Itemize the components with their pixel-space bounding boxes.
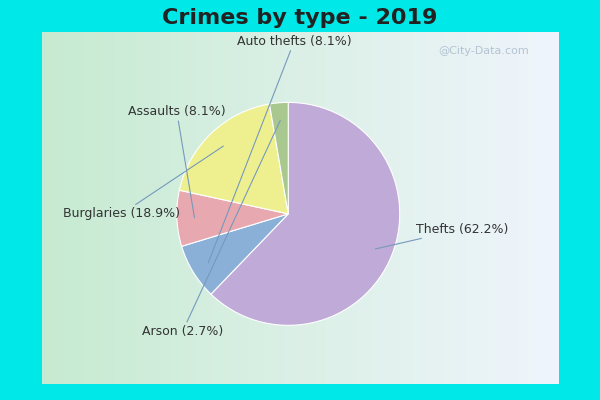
- Text: Crimes by type - 2019: Crimes by type - 2019: [163, 8, 437, 28]
- Text: Burglaries (18.9%): Burglaries (18.9%): [63, 146, 223, 220]
- Wedge shape: [269, 102, 288, 214]
- Wedge shape: [182, 214, 288, 294]
- Wedge shape: [211, 102, 400, 325]
- Text: Arson (2.7%): Arson (2.7%): [142, 120, 280, 338]
- Wedge shape: [179, 104, 288, 214]
- Text: Thefts (62.2%): Thefts (62.2%): [376, 223, 508, 249]
- Text: Auto thefts (8.1%): Auto thefts (8.1%): [208, 35, 352, 263]
- Text: Assaults (8.1%): Assaults (8.1%): [128, 105, 226, 218]
- Wedge shape: [177, 190, 288, 246]
- Text: @City-Data.com: @City-Data.com: [438, 46, 529, 56]
